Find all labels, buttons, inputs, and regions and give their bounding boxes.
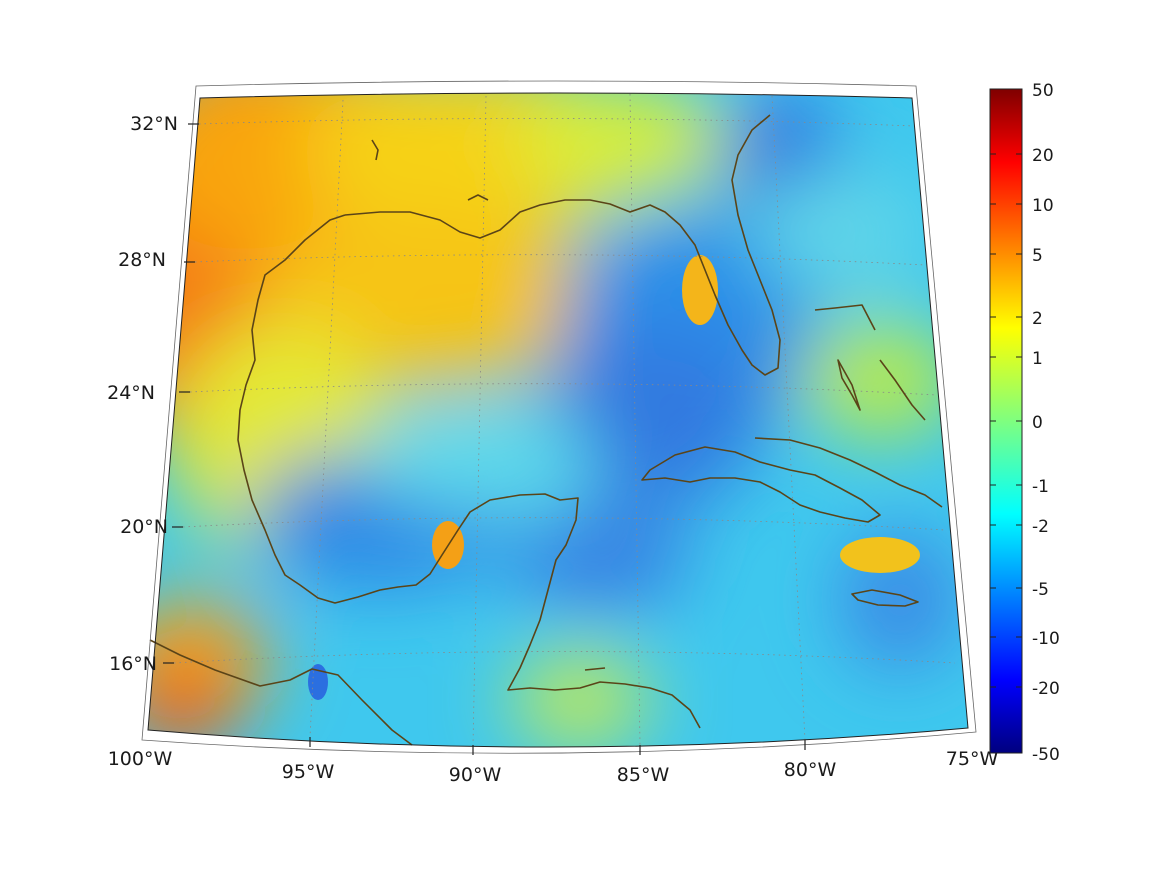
lat-label-24: 24°N	[107, 382, 155, 404]
lon-label-75: 75°W	[946, 748, 999, 770]
colorbar-labels: 50 20 10 5 2 1 0 -1 -2 -5 -10 -20 -50	[1032, 81, 1060, 765]
lat-label-28: 28°N	[118, 249, 166, 271]
lon-label-95: 95°W	[282, 761, 335, 783]
colorbar-label: 20	[1032, 146, 1054, 166]
tick-marks	[163, 123, 806, 755]
colorbar-label: -50	[1032, 745, 1060, 765]
colorbar-label: -10	[1032, 629, 1060, 649]
colorbar-ticks	[990, 153, 1022, 688]
colorbar-label: 0	[1032, 413, 1043, 433]
colorbar: 50 20 10 5 2 1 0 -1 -2 -5 -10 -20 -50	[989, 81, 1060, 765]
lon-label-80: 80°W	[784, 759, 837, 781]
lat-label-32: 32°N	[130, 113, 178, 135]
lat-labels: 16°N 20°N 24°N 28°N 32°N	[107, 113, 178, 675]
colorbar-label: 1	[1032, 349, 1043, 369]
map-frame	[141, 80, 977, 754]
lon-labels: 100°W 95°W 90°W 85°W 80°W 75°W	[108, 748, 999, 786]
colorbar-label: 10	[1032, 196, 1054, 216]
lon-label-100: 100°W	[108, 748, 173, 770]
lat-label-16: 16°N	[109, 653, 157, 675]
lon-label-90: 90°W	[449, 764, 502, 786]
colorbar-label: 50	[1032, 81, 1054, 101]
colorbar-label: -20	[1032, 679, 1060, 699]
coastlines	[149, 114, 943, 746]
colorbar-label: -5	[1032, 580, 1049, 600]
lon-label-85: 85°W	[617, 764, 670, 786]
graticule	[173, 93, 956, 746]
colorbar-label: 2	[1032, 309, 1043, 329]
lat-label-20: 20°N	[120, 516, 168, 538]
map-field	[148, 93, 968, 748]
colorbar-label: -2	[1032, 517, 1049, 537]
colorbar-label: -1	[1032, 477, 1049, 497]
colorbar-label: 5	[1032, 246, 1043, 266]
